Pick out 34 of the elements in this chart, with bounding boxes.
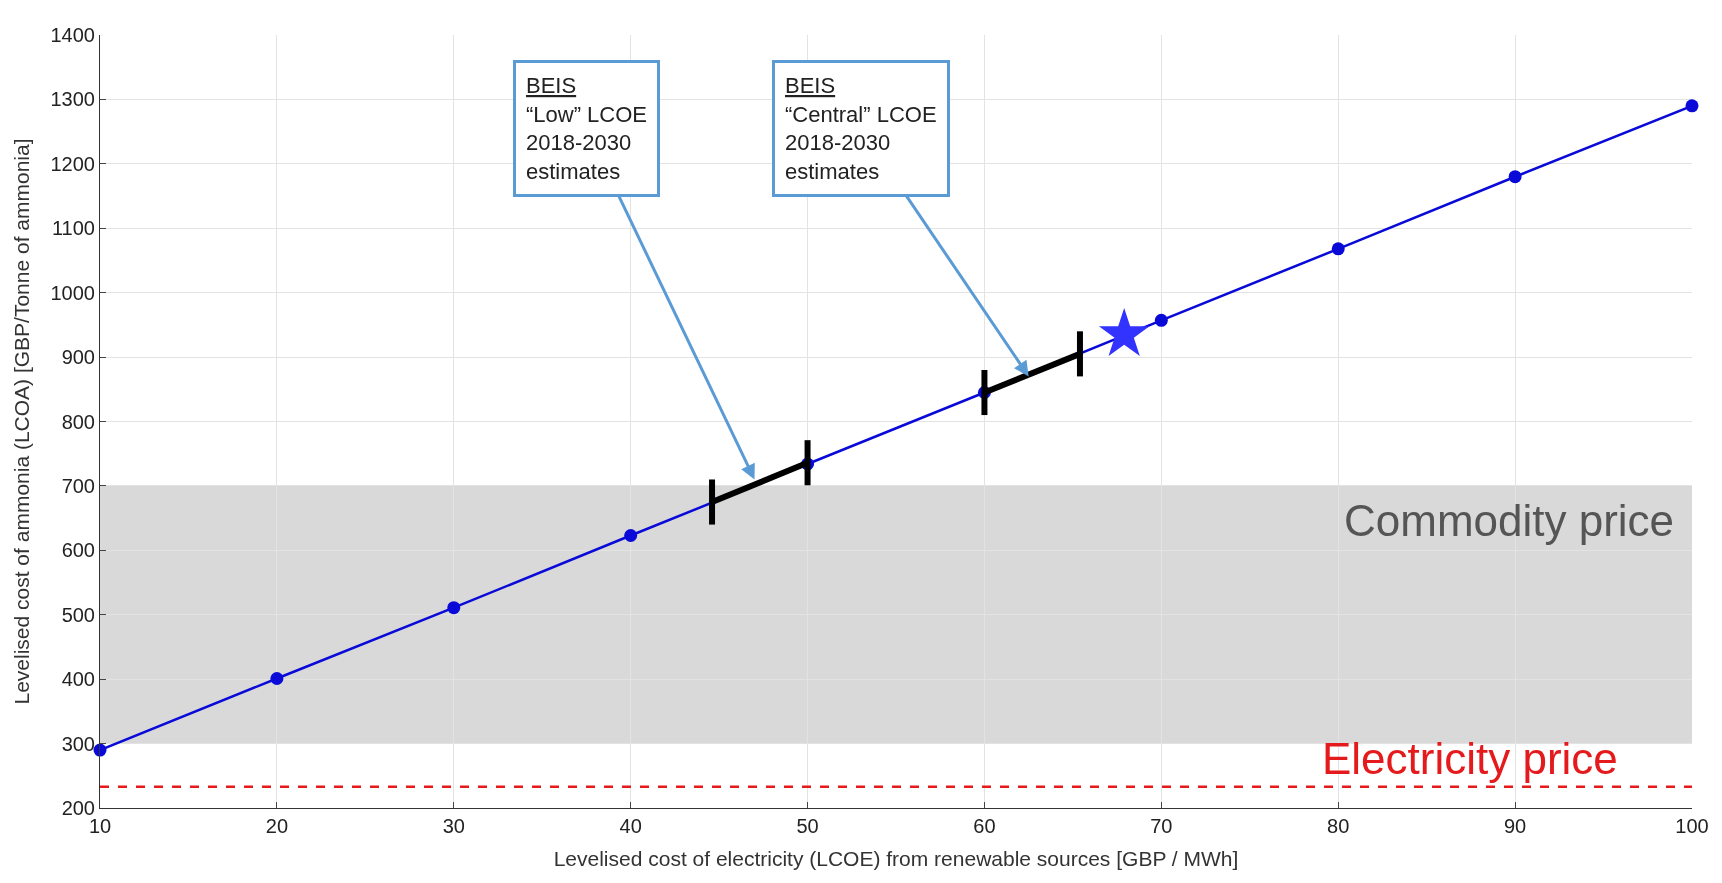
point [1331,242,1345,256]
y-tick-label: 1000 [50,281,95,304]
y-tick-label: 900 [61,346,95,369]
x-tick-label: 50 [796,815,819,837]
x-tick-label: 80 [1327,815,1350,837]
y-tick-label: 1400 [50,24,95,46]
x-tick-label: 100 [1675,815,1709,837]
y-tick-label: 1100 [51,217,95,240]
y-tick-label: 500 [61,603,95,626]
y-tick-label: 800 [61,410,95,433]
y-tick-label: 1200 [50,152,95,175]
band-label: Commodity price [1344,496,1675,545]
y-tick-label: 600 [61,539,95,562]
x-axis-title: Levelised cost of electricity (LCOE) from renewable sources [GBP / MWh] [553,847,1239,871]
x-tick-label: 20 [265,815,289,837]
y-tick-label: 300 [61,732,95,755]
y-tick-label: 1300 [50,88,95,111]
point [447,601,461,615]
y-tick-label: 700 [61,474,95,497]
x-tick-label: 90 [1503,815,1527,837]
x-tick-label: 40 [619,815,642,837]
x-tick-label: 30 [442,815,465,837]
annotation: BEIS “Central” LCOE 2018-2030 estimates [785,73,937,184]
point [270,672,284,686]
point [624,529,638,543]
x-tick-label: 70 [1150,815,1173,837]
y-axis-title: Levelised cost of ammonia (LCOA) [GBP/Tonne of ammonia] [9,138,33,705]
annotation: BEIS “Low” LCOE 2018-2030 estimates [526,73,648,184]
point [1154,313,1168,327]
x-tick-label: 60 [973,815,996,837]
point [1508,170,1522,184]
ref-line-label: Electricity price [1322,734,1618,783]
point [1685,99,1699,113]
y-tick-label: 400 [61,668,95,691]
